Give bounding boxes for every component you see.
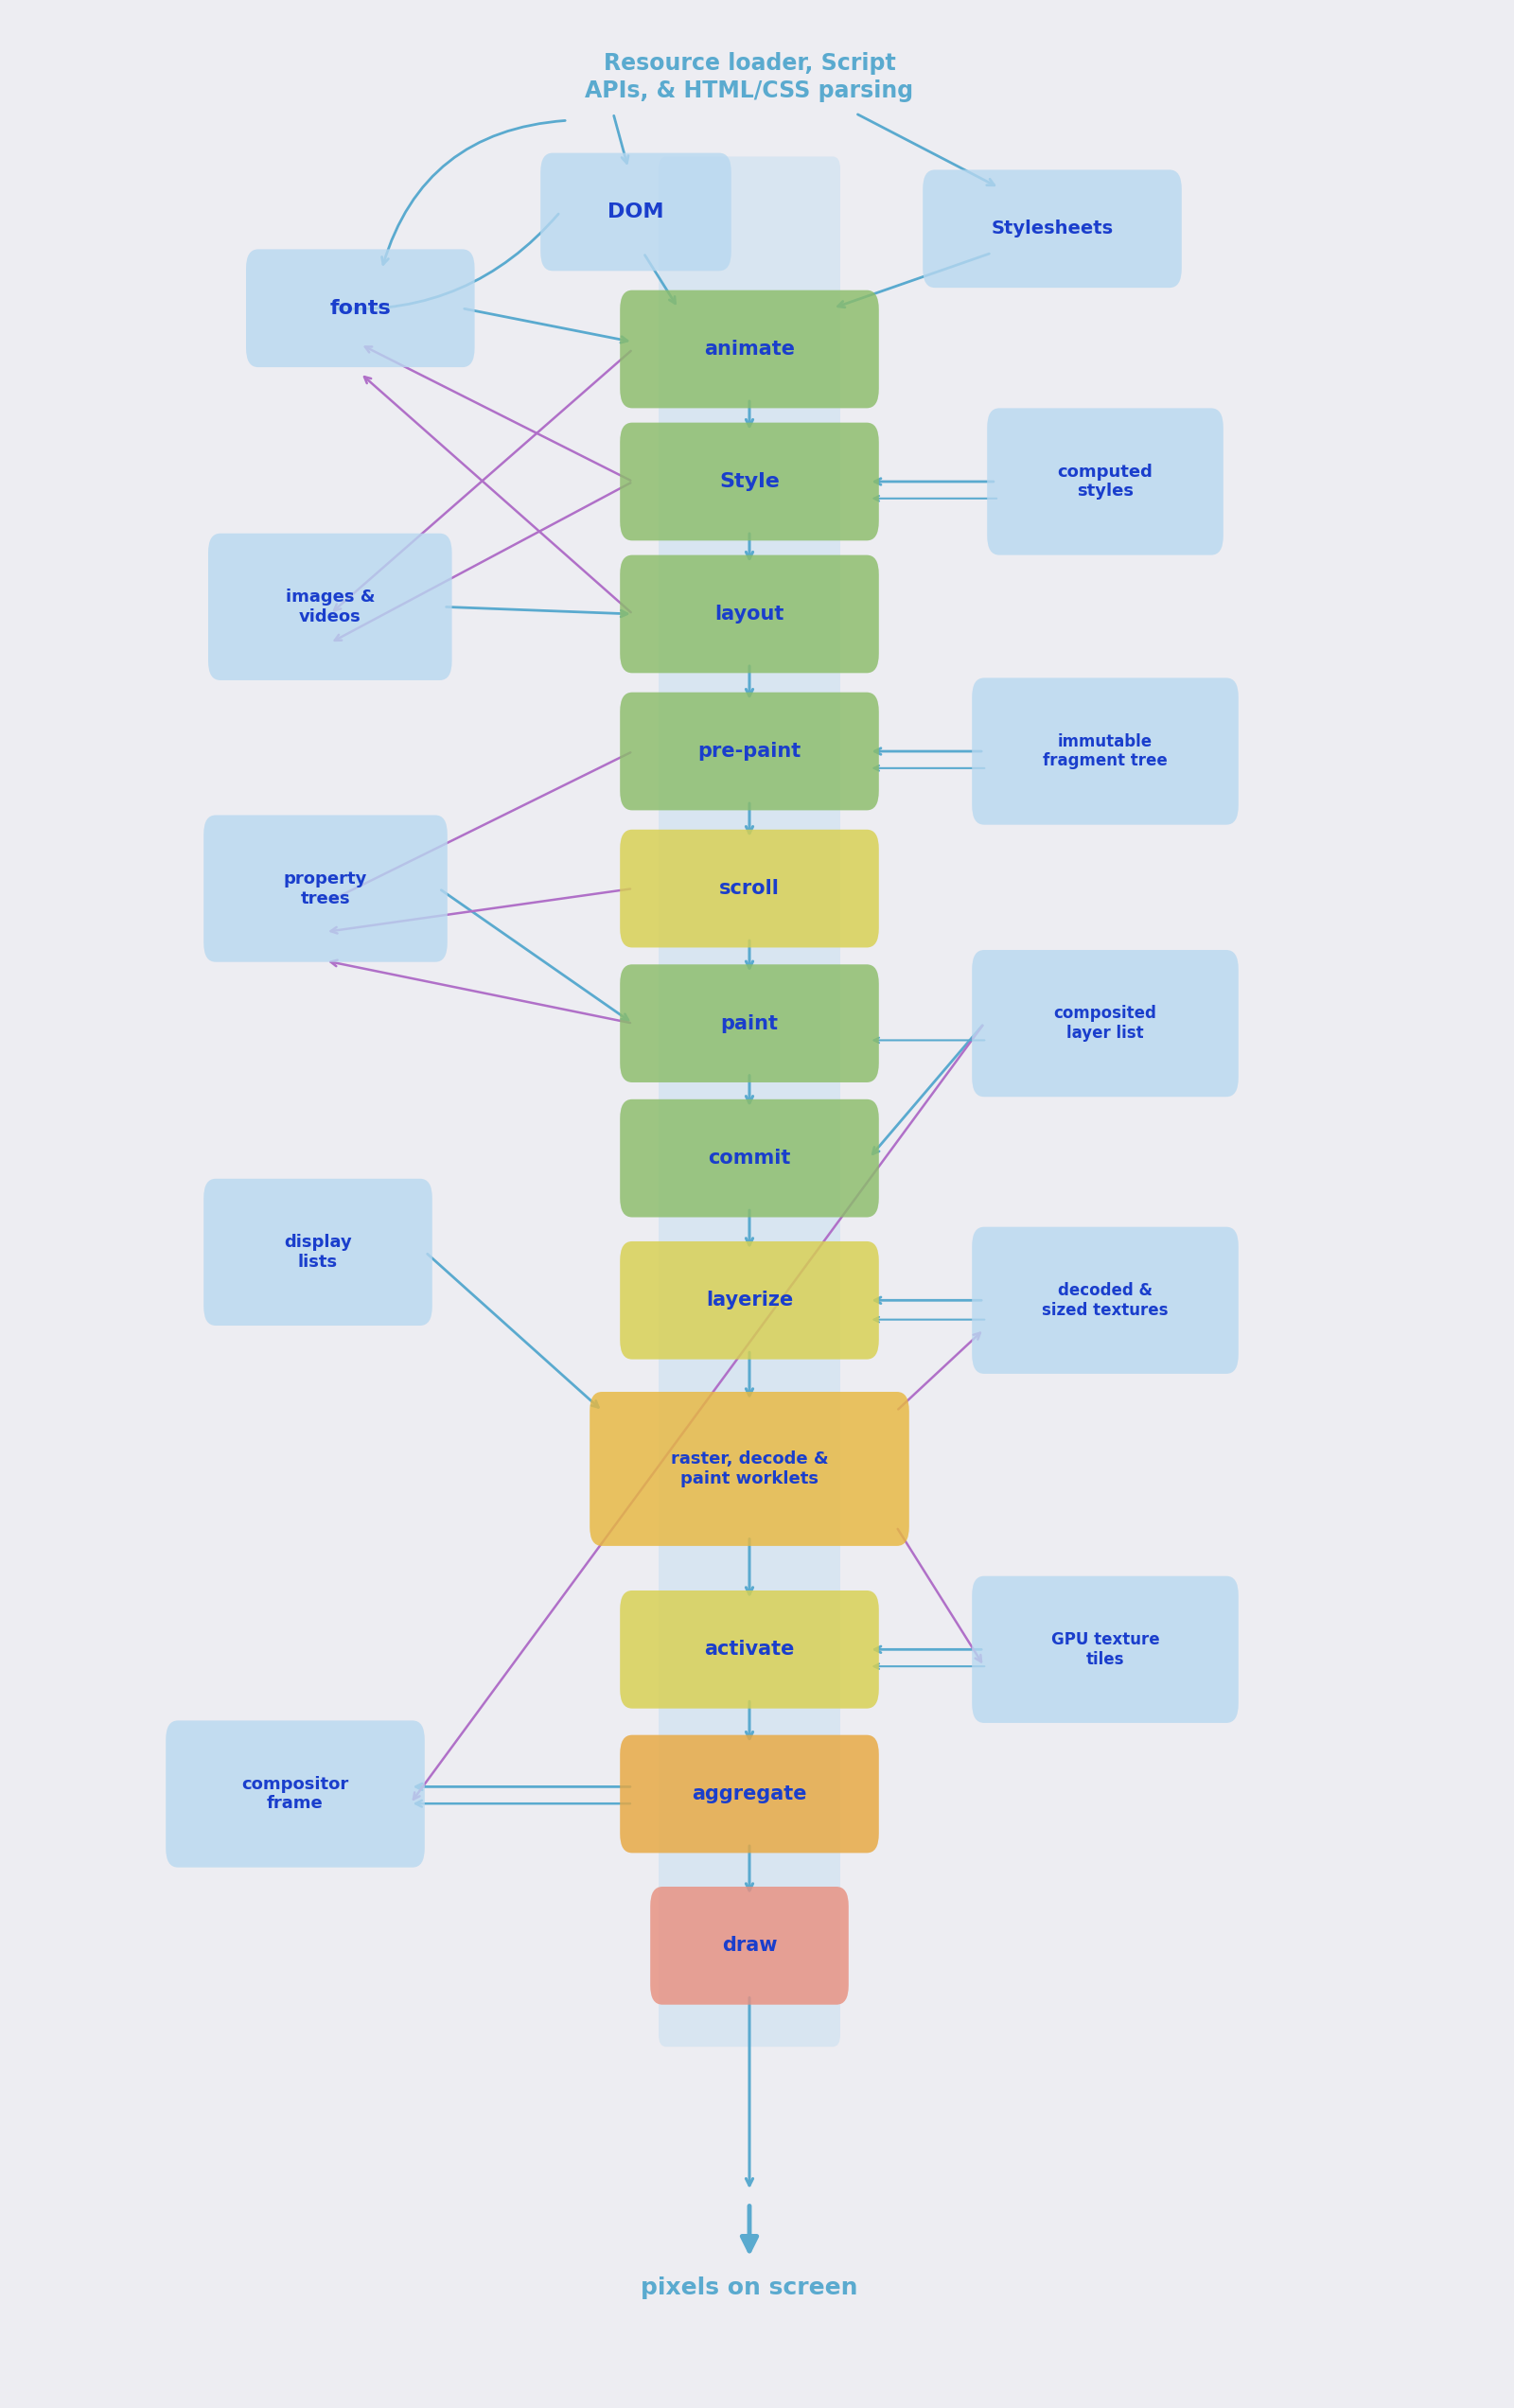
Text: aggregate: aggregate bbox=[692, 1784, 807, 1804]
Text: composited
layer list: composited layer list bbox=[1054, 1004, 1157, 1043]
FancyBboxPatch shape bbox=[621, 554, 878, 672]
FancyBboxPatch shape bbox=[621, 289, 878, 409]
FancyBboxPatch shape bbox=[972, 679, 1238, 826]
Text: fonts: fonts bbox=[330, 299, 391, 318]
Text: compositor
frame: compositor frame bbox=[242, 1775, 348, 1813]
Text: layerize: layerize bbox=[706, 1291, 793, 1310]
FancyBboxPatch shape bbox=[659, 157, 840, 2047]
FancyBboxPatch shape bbox=[972, 951, 1238, 1098]
FancyBboxPatch shape bbox=[621, 828, 878, 949]
Text: scroll: scroll bbox=[719, 879, 780, 898]
Text: Style: Style bbox=[719, 472, 780, 491]
Text: pixels on screen: pixels on screen bbox=[640, 2276, 858, 2300]
Text: draw: draw bbox=[722, 1936, 777, 1955]
Text: raster, decode &
paint worklets: raster, decode & paint worklets bbox=[671, 1450, 828, 1488]
FancyBboxPatch shape bbox=[621, 1243, 878, 1358]
Text: images &
videos: images & videos bbox=[285, 588, 375, 626]
Text: activate: activate bbox=[704, 1640, 795, 1659]
FancyBboxPatch shape bbox=[245, 248, 475, 366]
FancyBboxPatch shape bbox=[540, 152, 731, 272]
FancyBboxPatch shape bbox=[203, 814, 448, 961]
FancyBboxPatch shape bbox=[203, 1180, 433, 1324]
FancyBboxPatch shape bbox=[167, 1719, 424, 1869]
FancyBboxPatch shape bbox=[972, 1228, 1238, 1373]
FancyBboxPatch shape bbox=[972, 1577, 1238, 1724]
Text: Resource loader, Script
APIs, & HTML/CSS parsing: Resource loader, Script APIs, & HTML/CSS… bbox=[586, 51, 913, 104]
FancyBboxPatch shape bbox=[651, 1888, 848, 2003]
FancyBboxPatch shape bbox=[589, 1392, 908, 1546]
Text: layout: layout bbox=[715, 604, 784, 624]
FancyBboxPatch shape bbox=[987, 409, 1223, 554]
FancyBboxPatch shape bbox=[621, 1592, 878, 1710]
Text: commit: commit bbox=[709, 1149, 790, 1168]
FancyBboxPatch shape bbox=[621, 694, 878, 811]
Text: display
lists: display lists bbox=[285, 1233, 351, 1271]
Text: DOM: DOM bbox=[607, 202, 665, 222]
Text: immutable
fragment tree: immutable fragment tree bbox=[1043, 732, 1167, 771]
Text: paint: paint bbox=[721, 1014, 778, 1033]
Text: GPU texture
tiles: GPU texture tiles bbox=[1051, 1630, 1160, 1669]
Text: property
trees: property trees bbox=[283, 869, 368, 908]
Text: animate: animate bbox=[704, 340, 795, 359]
FancyBboxPatch shape bbox=[922, 169, 1181, 289]
FancyBboxPatch shape bbox=[621, 1098, 878, 1218]
FancyBboxPatch shape bbox=[621, 1736, 878, 1854]
Text: Stylesheets: Stylesheets bbox=[992, 219, 1113, 238]
FancyBboxPatch shape bbox=[621, 963, 878, 1084]
Text: pre-paint: pre-paint bbox=[698, 742, 801, 761]
FancyBboxPatch shape bbox=[209, 535, 451, 679]
Text: computed
styles: computed styles bbox=[1057, 462, 1154, 501]
Text: decoded &
sized textures: decoded & sized textures bbox=[1042, 1281, 1169, 1320]
FancyBboxPatch shape bbox=[621, 421, 878, 539]
